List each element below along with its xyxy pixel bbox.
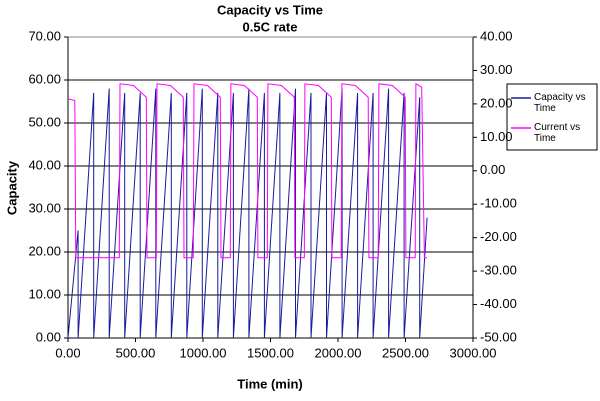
y2-tick-label: 0.00 — [480, 162, 505, 177]
x-tick-label: 3000.00 — [450, 345, 497, 360]
y2-tick-label: 30.00 — [480, 62, 513, 77]
y2-tick-label: 20.00 — [480, 95, 513, 110]
plot-area — [68, 37, 473, 338]
y-tick-label: 30.00 — [28, 200, 61, 215]
x-axis-label: Time (min) — [237, 376, 303, 391]
y-tick-label: 0.00 — [36, 329, 61, 344]
x-tick-label: 500.00 — [116, 345, 156, 360]
y2-tick-label: -50.00 — [480, 329, 517, 344]
legend-box — [506, 83, 598, 151]
y2-tick-label: 40.00 — [480, 28, 513, 43]
data-line — [67, 82, 428, 259]
y-tick-label: 20.00 — [28, 243, 61, 258]
x-tick-label: 1500.00 — [247, 345, 294, 360]
legend-entry: Capacity vs Time — [534, 92, 586, 114]
x-tick-label: 0.00 — [55, 345, 80, 360]
x-tick-label: 2000.00 — [315, 345, 362, 360]
legend-label: Current vs Time — [534, 122, 581, 144]
y2-tick-label: -10.00 — [480, 196, 517, 211]
legend-entry: Current vs Time — [534, 122, 581, 144]
y2-tick-label: -40.00 — [480, 296, 517, 311]
y-tick-label: 60.00 — [28, 71, 61, 86]
data-line — [67, 88, 428, 339]
chart-title: Capacity vs Time — [217, 2, 323, 17]
x-tick-label: 2500.00 — [382, 345, 429, 360]
x-tick-label: 1000.00 — [180, 345, 227, 360]
legend-label: Capacity vs Time — [534, 92, 586, 114]
y-axis-label: Capacity — [4, 160, 19, 215]
y2-tick-label: -20.00 — [480, 229, 517, 244]
y2-tick-label: -30.00 — [480, 263, 517, 278]
y-tick-label: 10.00 — [28, 286, 61, 301]
y-tick-label: 50.00 — [28, 114, 61, 129]
chart-subtitle: 0.5C rate — [243, 19, 298, 34]
y-tick-label: 70.00 — [28, 28, 61, 43]
y2-tick-label: 10.00 — [480, 129, 513, 144]
y-tick-label: 40.00 — [28, 157, 61, 172]
